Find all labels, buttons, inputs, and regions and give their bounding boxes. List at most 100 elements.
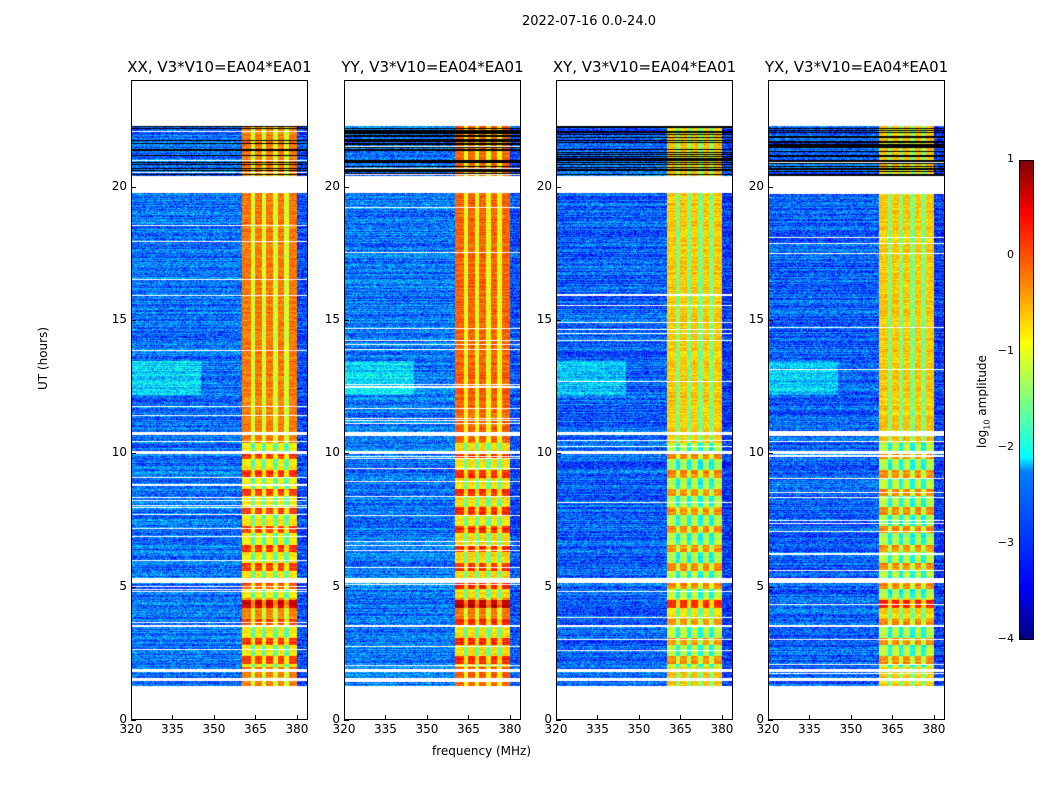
x-tick-label: 380 [922, 722, 946, 736]
x-tick-mark [172, 715, 174, 720]
y-tick-mark [131, 453, 136, 455]
y-tick-mark [768, 453, 773, 455]
y-tick-label: 0 [119, 712, 127, 726]
colorbar [1019, 160, 1034, 640]
x-tick-label: 350 [839, 722, 863, 736]
y-tick-label: 0 [756, 712, 764, 726]
x-tick-label: 335 [161, 722, 184, 736]
figure-title: 2022-07-16 0.0-24.0 [522, 14, 656, 29]
heatmap-image [768, 80, 945, 720]
y-tick-mark [768, 186, 773, 188]
y-tick-label: 10 [111, 445, 127, 460]
y-tick-label: 20 [748, 178, 764, 193]
x-tick-mark [850, 715, 852, 720]
x-tick-mark [809, 715, 811, 720]
y-tick-mark [344, 320, 349, 321]
x-tick-mark [892, 715, 894, 720]
y-tick-label: 10 [536, 445, 552, 460]
heatmap-image [344, 80, 521, 720]
x-tick-mark [933, 715, 935, 720]
y-axis-label: UT (hours) [36, 326, 50, 390]
colorbar-tick-label: −2 [997, 440, 1014, 453]
panel-title: XY, V3*V10=EA04*EA01 [552, 58, 737, 76]
y-tick-label: 0 [544, 712, 552, 726]
y-tick-mark [556, 453, 561, 455]
x-tick-mark [131, 715, 132, 720]
x-tick-label: 320 [119, 722, 143, 736]
x-tick-mark [344, 715, 345, 720]
x-tick-mark [638, 715, 640, 720]
y-tick-mark [556, 320, 561, 321]
x-tick-mark [597, 715, 599, 720]
y-tick-label: 20 [111, 178, 127, 193]
panel-xy: XY, V3*V10=EA04*EA01 320 335 350 365 380 0 5 10 1… [537, 58, 736, 736]
y-tick-label: 10 [748, 445, 764, 460]
y-tick-label: 5 [119, 578, 127, 593]
panel-yy: YY, V3*V10=EA04*EA01 320 335 350 365 380 0 5 10 1… [325, 58, 524, 736]
x-tick-mark [768, 715, 769, 720]
x-axis-label: frequency (MHz) [432, 744, 532, 758]
panel-title: XX, V3*V10=EA04*EA01 [127, 58, 312, 76]
y-tick-mark [131, 320, 136, 321]
x-tick-label: 380 [710, 722, 734, 736]
y-tick-label: 20 [324, 178, 340, 193]
x-tick-label: 320 [756, 722, 780, 736]
y-tick-mark [556, 186, 561, 188]
colorbar-tick-label: 0 [1007, 248, 1014, 261]
colorbar-tick-label: 1 [1007, 152, 1014, 165]
x-tick-label: 335 [586, 722, 609, 736]
x-tick-label: 335 [374, 722, 397, 736]
x-tick-label: 380 [285, 722, 309, 736]
y-tick-mark [768, 586, 773, 588]
colorbar-label: log10 amplitude [975, 355, 992, 448]
colorbar-tick-label: −1 [997, 344, 1014, 357]
y-tick-mark [131, 186, 136, 188]
y-tick-mark [344, 586, 349, 588]
x-tick-mark [213, 715, 215, 720]
x-tick-label: 350 [202, 722, 226, 736]
y-tick-mark [344, 720, 349, 721]
x-tick-label: 365 [881, 722, 904, 736]
y-tick-mark [344, 453, 349, 455]
x-tick-mark [426, 715, 428, 720]
y-tick-label: 15 [748, 312, 764, 326]
y-tick-mark [556, 720, 561, 721]
x-tick-label: 350 [627, 722, 651, 736]
colorbar-tick-label: −4 [997, 632, 1014, 645]
x-tick-label: 365 [457, 722, 480, 736]
x-tick-label: 365 [669, 722, 692, 736]
x-tick-mark [721, 715, 723, 720]
x-tick-mark [468, 715, 470, 720]
x-tick-mark [385, 715, 387, 720]
y-tick-mark [131, 586, 136, 588]
y-tick-label: 0 [332, 712, 340, 726]
x-tick-label: 350 [415, 722, 439, 736]
y-tick-label: 20 [536, 178, 552, 193]
x-tick-label: 335 [798, 722, 821, 736]
y-tick-mark [768, 720, 773, 721]
heatmap-image [556, 80, 733, 720]
x-tick-label: 365 [244, 722, 267, 736]
x-tick-mark [556, 715, 557, 720]
x-tick-label: 320 [332, 722, 356, 736]
y-tick-mark [131, 720, 136, 721]
x-tick-mark [509, 715, 511, 720]
y-tick-label: 5 [756, 578, 764, 593]
y-tick-mark [556, 586, 561, 588]
colorbar-tick-label: −3 [997, 536, 1014, 549]
y-tick-label: 10 [324, 445, 340, 460]
y-tick-label: 15 [111, 312, 127, 326]
panel-xx: XX, V3*V10=EA04*EA01 320 335 350 365 380 0 5 10 1… [112, 58, 312, 736]
panel-title: YY, V3*V10=EA04*EA01 [341, 58, 524, 76]
x-tick-label: 380 [498, 722, 522, 736]
y-tick-mark [344, 186, 349, 188]
y-tick-label: 5 [332, 578, 340, 593]
heatmap-image [131, 80, 308, 720]
y-tick-mark [768, 320, 773, 321]
panel-yx: YX, V3*V10=EA04*EA01 320 335 350 365 380 0 5 10 1… [749, 58, 948, 736]
y-tick-label: 5 [544, 578, 552, 593]
x-tick-label: 320 [544, 722, 568, 736]
x-tick-mark [255, 715, 257, 720]
x-tick-mark [680, 715, 682, 720]
